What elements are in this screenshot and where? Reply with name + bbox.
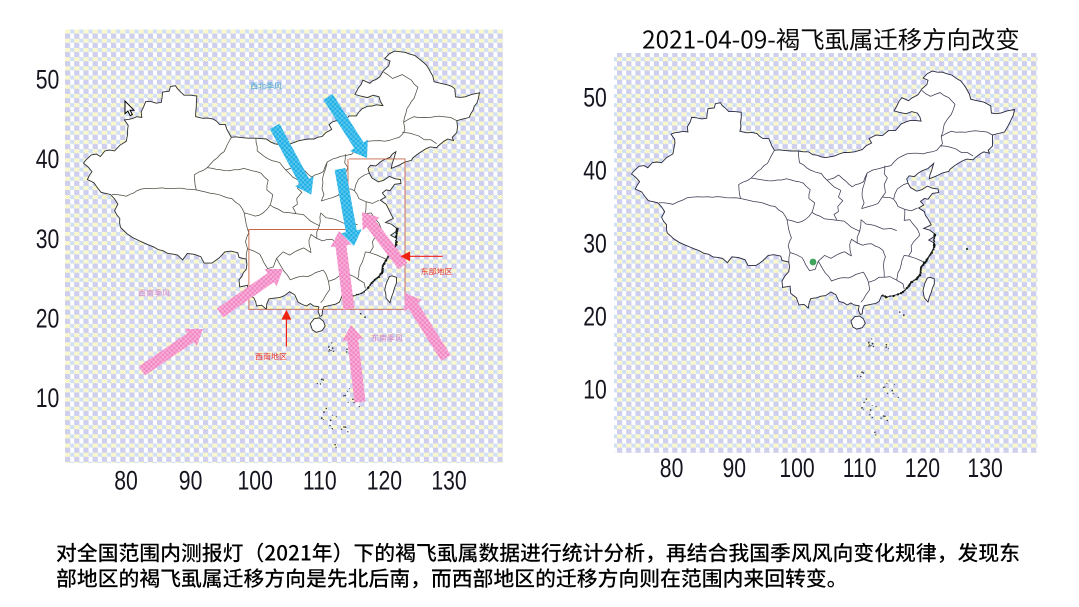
svg-text:130: 130 xyxy=(431,466,466,496)
svg-text:40: 40 xyxy=(583,156,607,186)
svg-text:130: 130 xyxy=(967,454,1002,484)
svg-text:80: 80 xyxy=(114,466,138,496)
svg-text:80: 80 xyxy=(660,454,684,484)
svg-text:50: 50 xyxy=(583,83,607,113)
svg-text:20: 20 xyxy=(36,304,60,334)
svg-text:110: 110 xyxy=(843,454,877,484)
svg-text:90: 90 xyxy=(179,466,203,496)
svg-text:30: 30 xyxy=(36,225,60,255)
svg-text:40: 40 xyxy=(36,145,60,175)
svg-text:120: 120 xyxy=(367,466,402,496)
svg-text:20: 20 xyxy=(583,302,607,332)
svg-text:90: 90 xyxy=(723,454,747,484)
svg-text:110: 110 xyxy=(303,466,337,496)
svg-text:10: 10 xyxy=(583,375,607,405)
svg-text:30: 30 xyxy=(583,229,607,259)
svg-text:100: 100 xyxy=(779,454,814,484)
svg-text:50: 50 xyxy=(36,66,60,96)
svg-text:120: 120 xyxy=(905,454,940,484)
svg-text:10: 10 xyxy=(36,384,60,414)
svg-text:100: 100 xyxy=(238,466,273,496)
